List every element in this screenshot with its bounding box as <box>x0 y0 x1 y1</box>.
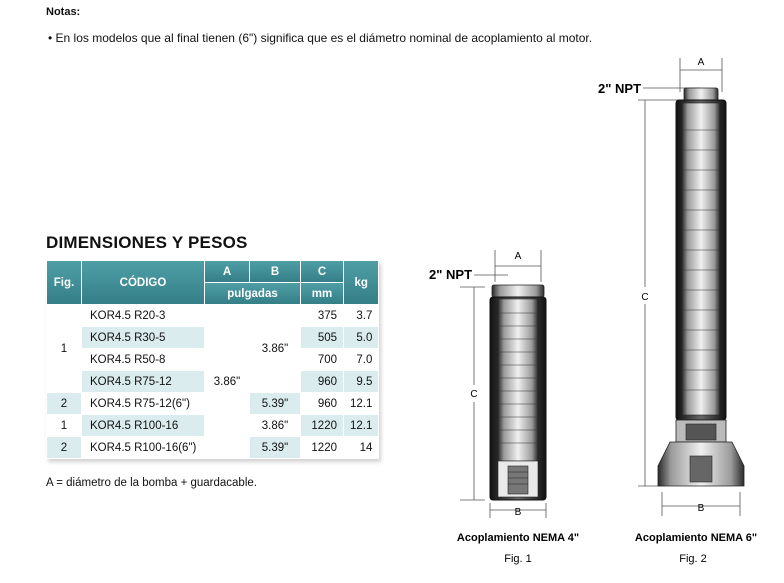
cell-c: 700 <box>301 349 343 370</box>
cell-fig: 1 <box>47 305 81 392</box>
footnote: A = diámetro de la bomba + guardacable. <box>46 477 257 489</box>
figure-2: A 2" NPT C B Ac <box>598 57 757 565</box>
table-row: KOR4.5 R50-8 700 7.0 <box>47 349 379 370</box>
cell-c: 960 <box>301 393 343 414</box>
fig2-caption: Acoplamiento NEMA 6" <box>635 532 757 544</box>
cell-code: KOR4.5 R50-8 <box>82 349 204 370</box>
header-mm: mm <box>301 283 343 304</box>
cell-b: 3.86" <box>250 415 300 436</box>
table-row: 2 KOR4.5 R100-16(6") 5.39" 1220 14 <box>47 437 379 458</box>
cell-kg: 12.1 <box>344 415 379 436</box>
table-header-row: Fig. CÓDIGO A B C kg <box>47 261 379 304</box>
notes-bullet: • En los modelos que al final tienen (6"… <box>48 31 593 45</box>
cell-kg: 5.0 <box>344 327 379 348</box>
fig1-number: Fig. 1 <box>504 553 532 565</box>
cell-b: 5.39" <box>250 393 300 414</box>
fig1-a-label: A <box>515 251 522 262</box>
cell-kg: 7.0 <box>344 349 379 370</box>
header-c: C <box>301 261 343 282</box>
cell-b: 3.86" <box>250 305 300 392</box>
section-title: DIMENSIONES Y PESOS <box>46 233 248 252</box>
fig2-c-label: C <box>641 292 648 303</box>
fig2-a-label: A <box>698 57 705 68</box>
cell-code: KOR4.5 R20-3 <box>82 305 204 326</box>
cell-kg: 3.7 <box>344 305 379 326</box>
cell-kg: 12.1 <box>344 393 379 414</box>
cell-code: KOR4.5 R100-16(6") <box>82 437 204 458</box>
fig1-b-label: B <box>515 507 522 518</box>
header-a: A <box>205 261 249 282</box>
cell-fig: 2 <box>47 393 81 414</box>
cell-a: 3.86" <box>205 305 249 458</box>
cell-fig: 2 <box>47 437 81 458</box>
fig2-number: Fig. 2 <box>679 553 707 565</box>
dimensions-table: Fig. CÓDIGO A B C kg pulgadas mm 1 KOR4.… <box>46 260 380 459</box>
table-row: KOR4.5 R30-5 505 5.0 <box>47 327 379 348</box>
cell-b: 5.39" <box>250 437 300 458</box>
cell-c: 960 <box>301 371 343 392</box>
cell-fig: 1 <box>47 415 81 436</box>
cell-c: 505 <box>301 327 343 348</box>
fig1-c-label: C <box>470 389 477 400</box>
fig1-caption: Acoplamiento NEMA 4" <box>457 532 579 544</box>
table-row: 1 KOR4.5 R20-3 3.86" 3.86" 375 3.7 <box>47 305 379 458</box>
table-subheader-row: pulgadas mm <box>47 283 378 304</box>
header-pulgadas: pulgadas <box>205 283 300 304</box>
cell-c: 1220 <box>301 437 343 458</box>
table-row: KOR4.5 R75-12 960 9.5 <box>47 371 379 392</box>
cell-kg: 14 <box>344 437 379 458</box>
fig1-npt-label: 2" NPT <box>429 267 472 282</box>
cell-code: KOR4.5 R100-16 <box>82 415 204 436</box>
cell-code: KOR4.5 R75-12(6") <box>82 393 204 414</box>
table-row: 1 KOR4.5 R100-16 3.86" 1220 12.1 <box>47 415 379 436</box>
table-row: 2 KOR4.5 R75-12(6") 5.39" 960 12.1 <box>47 393 379 414</box>
cell-c: 375 <box>301 305 343 326</box>
header-kg: kg <box>344 261 379 304</box>
cell-code: KOR4.5 R75-12 <box>82 371 204 392</box>
cell-code: KOR4.5 R30-5 <box>82 327 204 348</box>
cell-kg: 9.5 <box>344 371 379 392</box>
fig2-npt-label: 2" NPT <box>598 81 641 96</box>
fig2-b-label: B <box>698 503 705 514</box>
header-codigo: CÓDIGO <box>82 261 204 304</box>
header-fig: Fig. <box>47 261 81 304</box>
cell-c: 1220 <box>301 415 343 436</box>
notes-title: Notas: <box>46 6 81 18</box>
header-b: B <box>250 261 300 282</box>
figure-1: A 2" NPT C B <box>429 250 579 565</box>
